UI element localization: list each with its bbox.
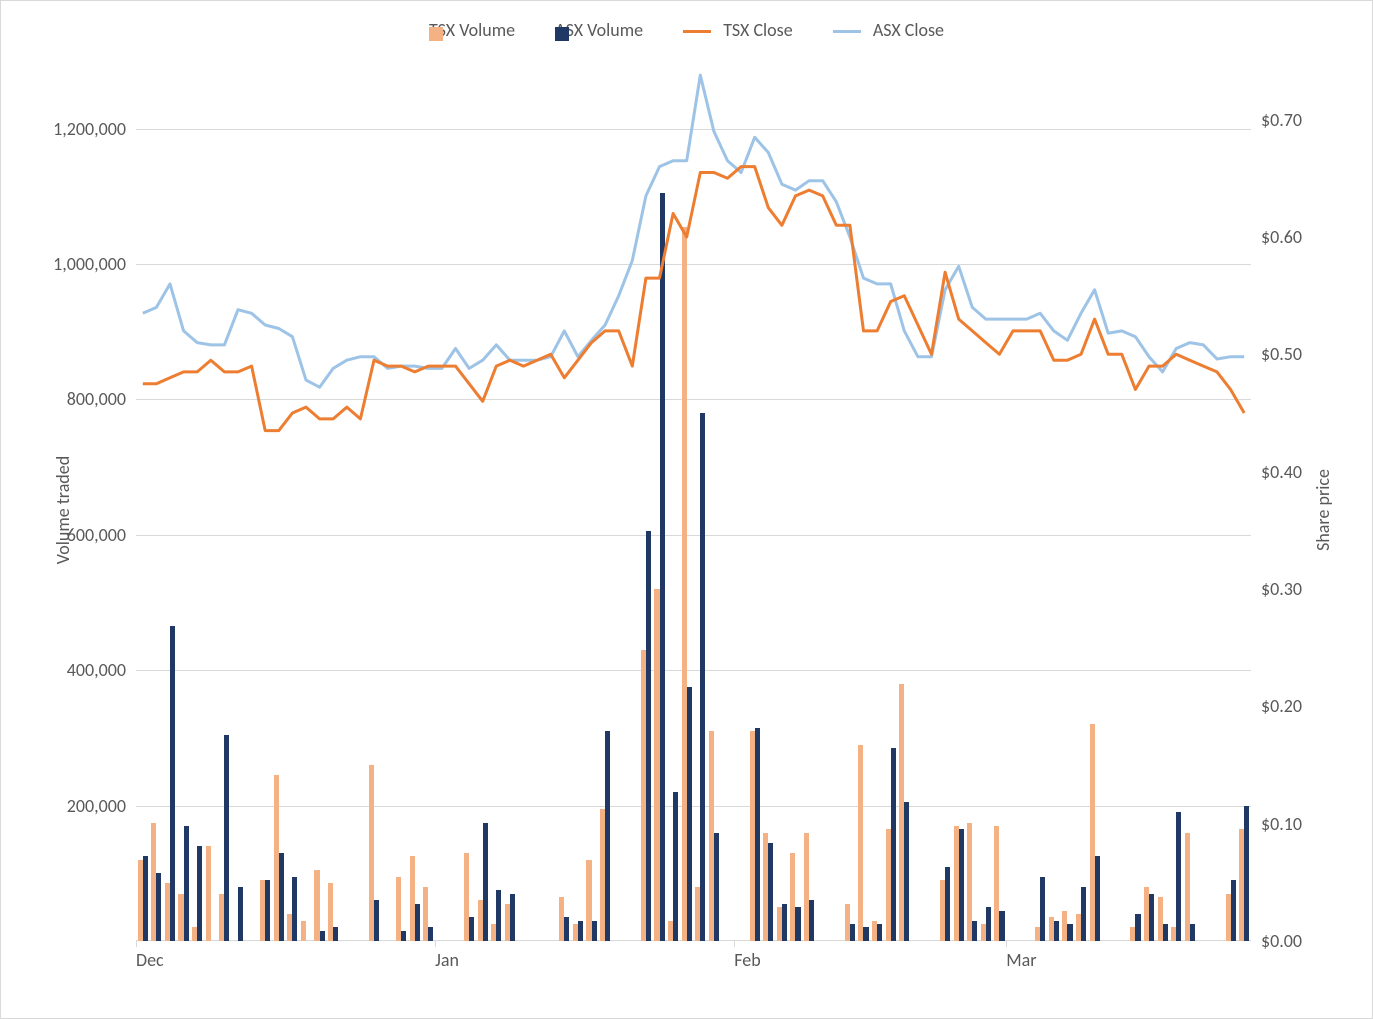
x-tick-mark xyxy=(136,941,137,947)
legend-swatch-asx-close xyxy=(833,30,861,33)
y-left-tick: 200,000 xyxy=(67,795,126,817)
y-right-tick: $0.00 xyxy=(1261,930,1302,952)
tsx-close-line xyxy=(143,167,1244,431)
y-left-tick: 400,000 xyxy=(67,659,126,681)
legend-label-asx-close: ASX Close xyxy=(873,19,944,41)
x-tick-label: Jan xyxy=(435,949,459,971)
asx-close-line xyxy=(143,75,1244,387)
legend-swatch-tsx-volume xyxy=(429,27,443,41)
legend-item-tsx-volume: TSX Volume xyxy=(429,19,515,41)
x-tick-label: Feb xyxy=(734,949,760,971)
x-tick-label: Mar xyxy=(1006,949,1036,971)
legend-swatch-asx-volume xyxy=(555,27,569,41)
legend-item-asx-close: ASX Close xyxy=(833,19,944,41)
y-left-tick: 1,000,000 xyxy=(53,253,126,275)
x-tick-label: Dec xyxy=(136,949,164,971)
x-tick-mark xyxy=(435,941,436,947)
y-right-tick: $0.20 xyxy=(1261,695,1302,717)
plot-area xyxy=(136,61,1251,941)
y-right-tick: $0.70 xyxy=(1261,109,1302,131)
y-axis-right-label: Share price xyxy=(1312,469,1334,551)
x-tick-mark xyxy=(734,941,735,947)
y-left-tick: 800,000 xyxy=(67,388,126,410)
chart-frame: TSX Volume ASX Volume TSX Close ASX Clos… xyxy=(0,0,1373,1019)
y-right-tick: $0.10 xyxy=(1261,813,1302,835)
y-left-tick: 1,200,000 xyxy=(53,118,126,140)
x-tick-mark xyxy=(1006,941,1007,947)
legend-swatch-tsx-close xyxy=(683,30,711,33)
y-axis-left-label: Volume traded xyxy=(52,455,74,563)
legend-label-tsx-close: TSX Close xyxy=(723,19,792,41)
y-right-tick: $0.30 xyxy=(1261,578,1302,600)
y-right-tick: $0.50 xyxy=(1261,343,1302,365)
lines-layer xyxy=(136,61,1251,941)
y-right-tick: $0.60 xyxy=(1261,226,1302,248)
legend: TSX Volume ASX Volume TSX Close ASX Clos… xyxy=(1,19,1372,41)
y-left-tick: 600,000 xyxy=(67,524,126,546)
y-right-tick: $0.40 xyxy=(1261,461,1302,483)
legend-item-asx-volume: ASX Volume xyxy=(555,19,643,41)
legend-item-tsx-close: TSX Close xyxy=(683,19,793,41)
